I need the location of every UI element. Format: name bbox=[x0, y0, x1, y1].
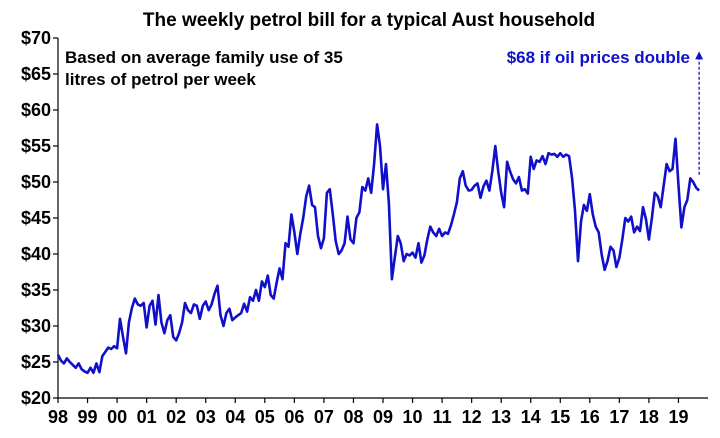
x-tick-label: 19 bbox=[668, 407, 688, 427]
x-tick-label: 05 bbox=[255, 407, 275, 427]
x-tick-label: 02 bbox=[166, 407, 186, 427]
x-tick-label: 18 bbox=[639, 407, 659, 427]
x-axis-ticks: 98 99 00 01 02 03 04 05 06 07 08 09 10 11 12 13 14 15 16 17… bbox=[48, 398, 688, 427]
series-line-0 bbox=[56, 123, 701, 375]
y-tick-label: $60 bbox=[21, 100, 51, 120]
y-tick-label: $50 bbox=[21, 172, 51, 192]
y-tick-label: $45 bbox=[21, 208, 51, 228]
x-tick-label: 11 bbox=[433, 407, 452, 427]
x-tick-label: 06 bbox=[284, 407, 304, 427]
x-tick-label: 09 bbox=[373, 407, 393, 427]
annotation-arrow-head bbox=[695, 51, 704, 60]
y-tick-label: $55 bbox=[21, 136, 51, 156]
x-tick-label: 10 bbox=[403, 407, 423, 427]
y-axis-ticks: $20 $25 $30 $35 $40 $45 $50 $55 $60 $65 $70 bbox=[21, 28, 58, 408]
oil-double-annotation: $68 if oil prices double bbox=[507, 48, 690, 67]
x-tick-label: 12 bbox=[462, 407, 482, 427]
annotation-layer bbox=[695, 51, 704, 175]
x-tick-label: 13 bbox=[491, 407, 511, 427]
x-tick-label: 08 bbox=[343, 407, 363, 427]
y-tick-label: $70 bbox=[21, 28, 51, 48]
x-tick-label: 16 bbox=[580, 407, 600, 427]
x-tick-label: 98 bbox=[48, 407, 68, 427]
x-tick-label: 99 bbox=[78, 407, 98, 427]
y-tick-label: $40 bbox=[21, 244, 51, 264]
x-tick-label: 01 bbox=[137, 407, 157, 427]
y-tick-label: $20 bbox=[21, 388, 51, 408]
series-layer bbox=[56, 123, 701, 375]
x-tick-label: 14 bbox=[521, 407, 541, 427]
x-tick-label: 04 bbox=[225, 407, 245, 427]
y-tick-label: $30 bbox=[21, 316, 51, 336]
x-tick-label: 03 bbox=[196, 407, 216, 427]
y-tick-label: $35 bbox=[21, 280, 51, 300]
chart-title: The weekly petrol bill for a typical Aus… bbox=[143, 10, 595, 31]
x-tick-label: 15 bbox=[550, 407, 570, 427]
y-tick-label: $65 bbox=[21, 64, 51, 84]
chart-subtitle-line-1: Based on average family use of 35 bbox=[65, 48, 343, 67]
x-tick-label: 00 bbox=[107, 407, 127, 427]
x-tick-label: 07 bbox=[314, 407, 334, 427]
x-tick-label: 17 bbox=[609, 407, 629, 427]
chart-subtitle-line-2: litres of petrol per week bbox=[65, 70, 256, 89]
y-tick-label: $25 bbox=[21, 352, 51, 372]
